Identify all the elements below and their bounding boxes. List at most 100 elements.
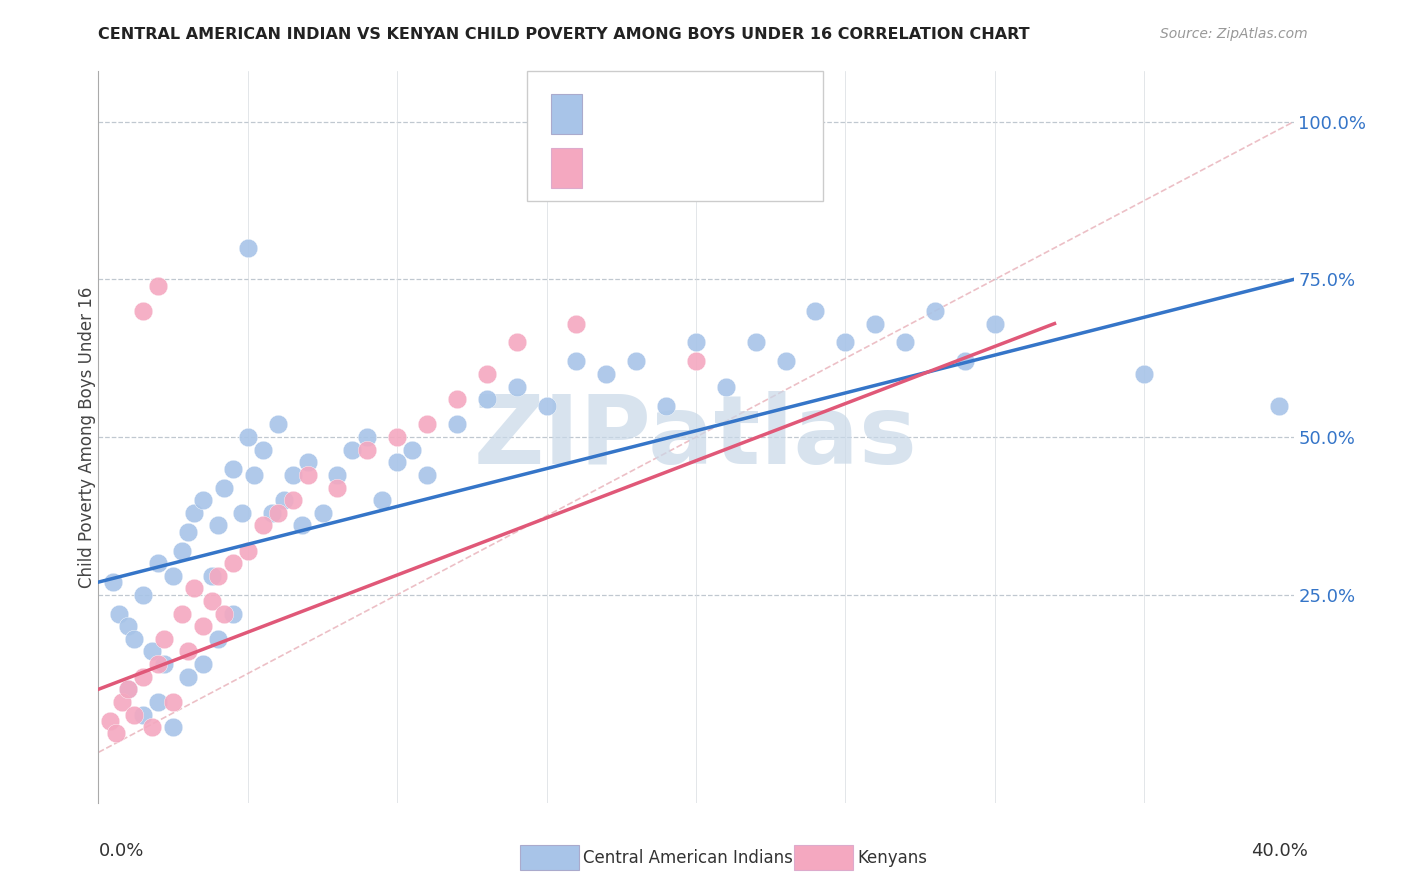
Point [153, 632, 176, 646]
Text: CENTRAL AMERICAN INDIAN VS KENYAN CHILD POVERTY AMONG BOYS UNDER 16 CORRELATION : CENTRAL AMERICAN INDIAN VS KENYAN CHILD … [98, 27, 1031, 42]
Text: N =: N = [673, 104, 717, 123]
Point [326, 481, 349, 495]
Point [894, 335, 917, 350]
Point [475, 367, 498, 381]
Point [212, 607, 235, 621]
Point [183, 506, 205, 520]
Point [416, 417, 439, 432]
Point [297, 467, 319, 482]
Point [834, 335, 856, 350]
Point [342, 442, 364, 457]
Point [117, 619, 139, 633]
Point [191, 657, 214, 671]
Point [111, 695, 134, 709]
Point [536, 399, 558, 413]
Point [148, 657, 170, 671]
Point [385, 430, 409, 444]
Point [356, 430, 378, 444]
Point [984, 317, 1007, 331]
Point [1267, 399, 1289, 413]
Point [207, 569, 229, 583]
Text: R =: R = [593, 104, 636, 123]
Point [177, 524, 200, 539]
Point [132, 707, 155, 722]
Point [685, 354, 707, 368]
Point [141, 644, 163, 658]
Point [506, 379, 529, 393]
Text: 0.0%: 0.0% [98, 842, 143, 860]
Text: Central American Indians: Central American Indians [583, 849, 793, 867]
Point [201, 594, 224, 608]
Point [475, 392, 498, 407]
Text: Kenyans: Kenyans [858, 849, 928, 867]
Text: 40.0%: 40.0% [1251, 842, 1308, 860]
Point [148, 695, 170, 709]
Point [177, 644, 200, 658]
Point [105, 726, 128, 740]
Point [207, 518, 229, 533]
Point [1133, 367, 1156, 381]
Point [98, 714, 122, 728]
Point [207, 632, 229, 646]
Point [565, 354, 588, 368]
Point [231, 506, 253, 520]
Text: 0.503: 0.503 [621, 158, 683, 178]
Point [172, 543, 194, 558]
Point [385, 455, 409, 469]
Text: ZIPatlas: ZIPatlas [474, 391, 918, 483]
Point [162, 720, 184, 734]
Point [212, 481, 235, 495]
Point [243, 467, 266, 482]
Point [804, 304, 827, 318]
Text: 34: 34 [703, 158, 730, 178]
Point [745, 335, 768, 350]
Point [236, 430, 259, 444]
Point [124, 632, 146, 646]
Point [252, 518, 274, 533]
Point [291, 518, 314, 533]
Point [273, 493, 295, 508]
Point [132, 588, 155, 602]
Point [371, 493, 394, 508]
Text: R =: R = [593, 158, 636, 178]
Point [565, 317, 588, 331]
Point [297, 455, 319, 469]
Point [162, 695, 184, 709]
Point [775, 354, 797, 368]
Point [281, 467, 304, 482]
Point [865, 317, 887, 331]
Point [506, 335, 529, 350]
Text: N =: N = [673, 158, 717, 178]
Point [714, 379, 737, 393]
Point [132, 670, 155, 684]
Point [401, 442, 423, 457]
Point [595, 367, 617, 381]
Y-axis label: Child Poverty Among Boys Under 16: Child Poverty Among Boys Under 16 [79, 286, 96, 588]
Point [183, 582, 205, 596]
Point [177, 670, 200, 684]
Point [222, 607, 245, 621]
Point [162, 569, 184, 583]
Point [153, 657, 176, 671]
Point [655, 399, 678, 413]
Point [222, 556, 245, 570]
Point [356, 442, 378, 457]
Point [172, 607, 194, 621]
Point [416, 467, 439, 482]
Point [311, 506, 333, 520]
Point [267, 506, 290, 520]
Point [260, 506, 283, 520]
Point [108, 607, 131, 621]
Text: 0.594: 0.594 [621, 104, 683, 123]
Point [117, 682, 139, 697]
Point [201, 569, 224, 583]
Point [222, 461, 245, 475]
Point [191, 493, 214, 508]
Point [267, 417, 290, 432]
Point [685, 335, 707, 350]
Point [117, 682, 139, 697]
Point [326, 467, 349, 482]
Text: 65: 65 [703, 104, 730, 123]
Point [191, 619, 214, 633]
Point [446, 417, 468, 432]
